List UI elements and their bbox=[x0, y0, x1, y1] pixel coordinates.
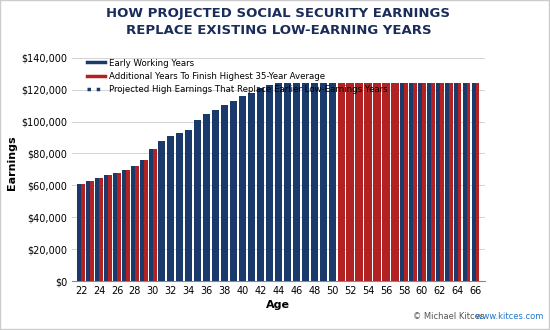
Bar bbox=[320, 82, 327, 281]
Bar bbox=[158, 141, 166, 281]
Bar bbox=[144, 160, 147, 281]
Bar bbox=[427, 82, 431, 281]
Bar bbox=[404, 82, 408, 281]
Bar bbox=[293, 82, 300, 281]
Bar bbox=[108, 175, 112, 281]
Bar bbox=[365, 82, 372, 281]
Bar bbox=[86, 181, 90, 281]
Bar bbox=[203, 115, 210, 281]
Bar bbox=[476, 82, 480, 281]
Bar bbox=[467, 82, 470, 281]
Bar bbox=[131, 166, 135, 281]
Bar bbox=[422, 82, 426, 281]
Bar bbox=[90, 181, 94, 281]
Bar bbox=[212, 110, 219, 281]
Bar bbox=[230, 101, 237, 281]
Bar bbox=[338, 82, 345, 281]
Bar bbox=[221, 105, 228, 281]
Bar bbox=[413, 82, 417, 281]
Bar bbox=[248, 93, 255, 281]
Bar bbox=[266, 85, 273, 281]
Bar bbox=[311, 82, 318, 281]
Bar bbox=[400, 82, 404, 281]
Legend: Early Working Years, Additional Years To Finish Highest 35-Year Average, Project: Early Working Years, Additional Years To… bbox=[80, 52, 394, 101]
Text: www.kitces.com: www.kitces.com bbox=[472, 312, 543, 321]
Bar bbox=[355, 82, 363, 281]
Title: HOW PROJECTED SOCIAL SECURITY EARNINGS
REPLACE EXISTING LOW-EARNING YEARS: HOW PROJECTED SOCIAL SECURITY EARNINGS R… bbox=[106, 7, 450, 37]
Bar bbox=[176, 133, 183, 281]
Bar bbox=[122, 170, 126, 281]
Bar bbox=[436, 82, 440, 281]
Bar bbox=[167, 136, 174, 281]
Bar bbox=[409, 82, 413, 281]
Text: © Michael Kitces: © Michael Kitces bbox=[414, 312, 485, 321]
Bar bbox=[454, 82, 458, 281]
Bar bbox=[104, 175, 108, 281]
Y-axis label: Earnings: Earnings bbox=[7, 136, 17, 190]
Bar bbox=[153, 149, 157, 281]
Bar bbox=[449, 82, 453, 281]
Bar bbox=[275, 82, 282, 281]
Bar bbox=[185, 130, 192, 281]
Bar bbox=[445, 82, 449, 281]
Bar bbox=[117, 173, 120, 281]
Bar bbox=[99, 178, 103, 281]
Bar bbox=[440, 82, 443, 281]
Bar bbox=[463, 82, 467, 281]
Bar bbox=[472, 82, 476, 281]
Bar bbox=[135, 166, 139, 281]
Bar bbox=[301, 82, 309, 281]
Bar bbox=[346, 82, 354, 281]
Bar bbox=[113, 173, 117, 281]
Bar bbox=[95, 178, 99, 281]
Bar bbox=[78, 184, 81, 281]
Bar bbox=[257, 88, 264, 281]
Bar bbox=[418, 82, 422, 281]
X-axis label: Age: Age bbox=[266, 300, 290, 310]
Bar bbox=[373, 82, 381, 281]
Bar bbox=[239, 96, 246, 281]
Bar bbox=[194, 120, 201, 281]
Bar bbox=[431, 82, 435, 281]
Bar bbox=[284, 82, 291, 281]
Bar bbox=[126, 170, 130, 281]
Bar bbox=[81, 184, 85, 281]
Bar bbox=[382, 82, 390, 281]
Bar bbox=[458, 82, 461, 281]
Bar bbox=[392, 82, 399, 281]
Bar bbox=[149, 149, 153, 281]
Bar bbox=[328, 82, 336, 281]
Bar bbox=[140, 160, 144, 281]
